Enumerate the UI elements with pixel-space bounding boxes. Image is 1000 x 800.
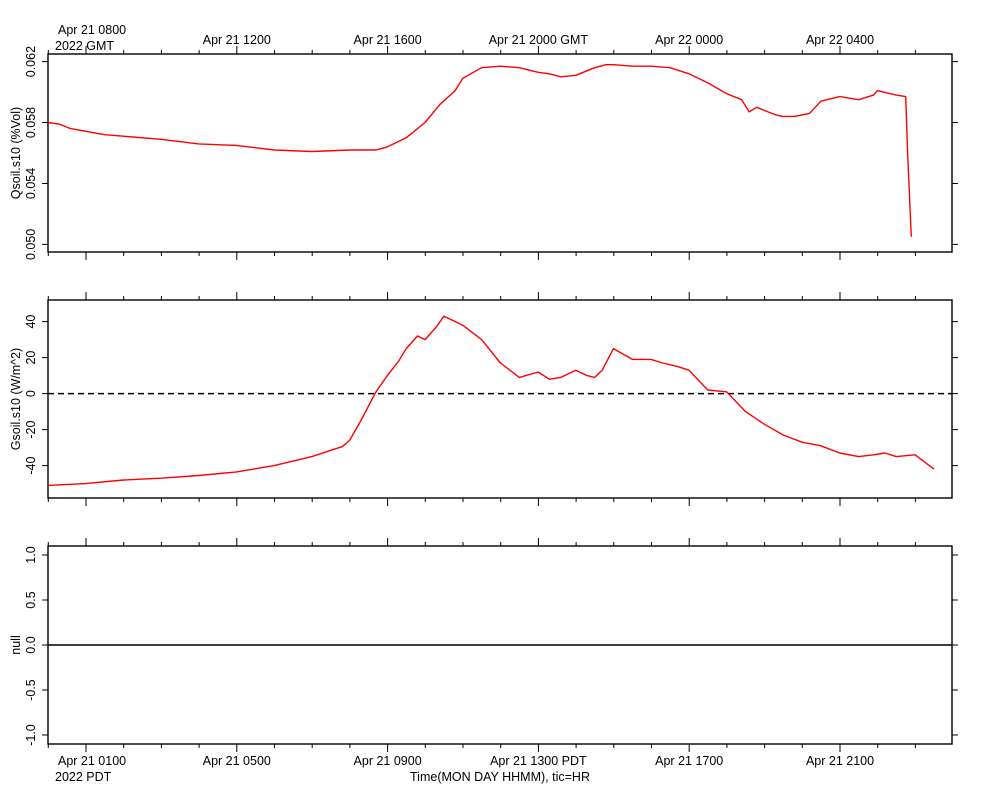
bottom-year-label: 2022 PDT	[55, 770, 112, 784]
y-tick-label: 0.054	[24, 168, 38, 199]
plot-frame	[47, 53, 953, 253]
top-time-label: Apr 22 0000	[655, 33, 723, 47]
y-tick-label: 1.0	[24, 546, 38, 563]
y-tick-label: 0.050	[24, 229, 38, 260]
bottom-time-label: Apr 21 1300 PDT	[490, 754, 587, 768]
x-axis-title: Time(MON DAY HHMM), tic=HR	[410, 770, 590, 784]
y-axis-label: Qsoil.s10 (%Vol)	[9, 107, 23, 199]
top-time-label: Apr 21 0800	[58, 23, 126, 37]
top-time-label: Apr 21 2000 GMT	[489, 33, 589, 47]
y-axis-label: null	[9, 635, 23, 654]
y-tick-label: 0.5	[24, 591, 38, 608]
top-time-label: Apr 21 1200	[203, 33, 271, 47]
y-tick-label: 0.058	[24, 107, 38, 138]
y-tick-label: 0	[24, 390, 38, 397]
top-time-label: Apr 22 0400	[806, 33, 874, 47]
y-tick-label: -1.0	[24, 724, 38, 746]
series-line	[47, 64, 912, 237]
bottom-time-label: Apr 21 1700	[655, 754, 723, 768]
y-tick-label: -0.5	[24, 679, 38, 701]
y-tick-label: -20	[24, 421, 38, 439]
y-tick-label: 40	[24, 315, 38, 329]
y-tick-label: 0.0	[24, 636, 38, 653]
top-time-label: Apr 21 1600	[354, 33, 422, 47]
plot-frame	[47, 299, 953, 499]
y-tick-label: 20	[24, 351, 38, 365]
top-year-label: 2022 GMT	[55, 39, 114, 53]
bottom-time-label: Apr 21 2100	[806, 754, 874, 768]
series-line	[47, 315, 935, 487]
bottom-time-label: Apr 21 0900	[354, 754, 422, 768]
y-tick-label: -40	[24, 457, 38, 475]
y-tick-label: 0.062	[24, 46, 38, 77]
bottom-time-label: Apr 21 0100	[58, 754, 126, 768]
y-axis-label: Gsoil.s10 (W/m^2)	[9, 348, 23, 450]
bottom-time-label: Apr 21 0500	[203, 754, 271, 768]
